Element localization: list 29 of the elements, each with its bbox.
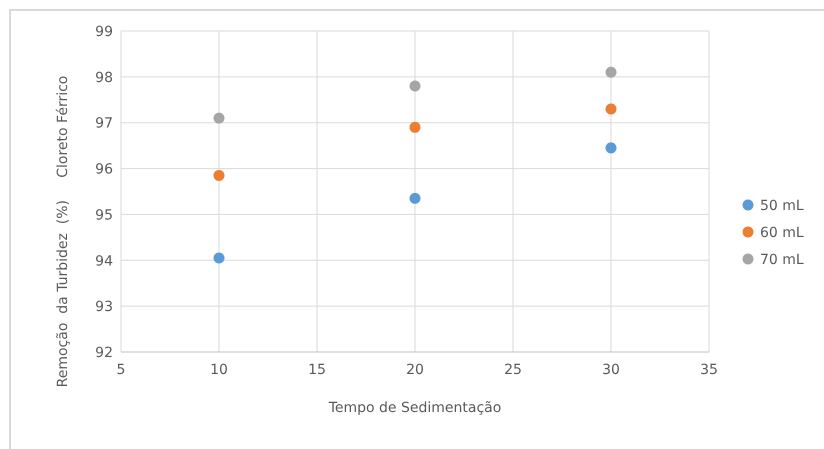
- y-tick-label: 92: [95, 345, 113, 361]
- point: [606, 66, 616, 78]
- point: [606, 103, 616, 114]
- point: [410, 122, 420, 133]
- y-tick-label: 95: [95, 207, 113, 224]
- x-tick-label: 20: [406, 362, 424, 378]
- y-axis-title: Remoção da Turbidez (%) Cloreto Férrico: [55, 76, 71, 388]
- y-tick-label: 96: [95, 162, 114, 178]
- x-tick-label: 30: [602, 362, 620, 378]
- x-tick-label: 25: [504, 362, 522, 378]
- point: [214, 170, 224, 181]
- point: [410, 80, 420, 92]
- y-tick-label: 97: [95, 116, 113, 132]
- legend-label: 60 mL: [760, 225, 804, 241]
- point: [214, 112, 224, 124]
- point: [410, 192, 420, 204]
- point: [606, 142, 616, 154]
- y-tick-label: 93: [95, 299, 113, 316]
- y-tick-label: 98: [95, 70, 113, 86]
- x-tick-label: 10: [210, 362, 228, 378]
- x-axis-title: Tempo de Sedimentação: [328, 400, 502, 416]
- y-tick-label: 99: [95, 24, 113, 40]
- legend-label: 50 mL: [760, 198, 804, 214]
- point: [214, 252, 224, 264]
- y-tick-label: 94: [95, 253, 114, 270]
- legend-label: 70 mL: [760, 252, 804, 268]
- x-tick-label: 15: [308, 362, 326, 378]
- x-tick-label: 5: [116, 362, 126, 378]
- x-tick-label: 35: [700, 362, 718, 378]
